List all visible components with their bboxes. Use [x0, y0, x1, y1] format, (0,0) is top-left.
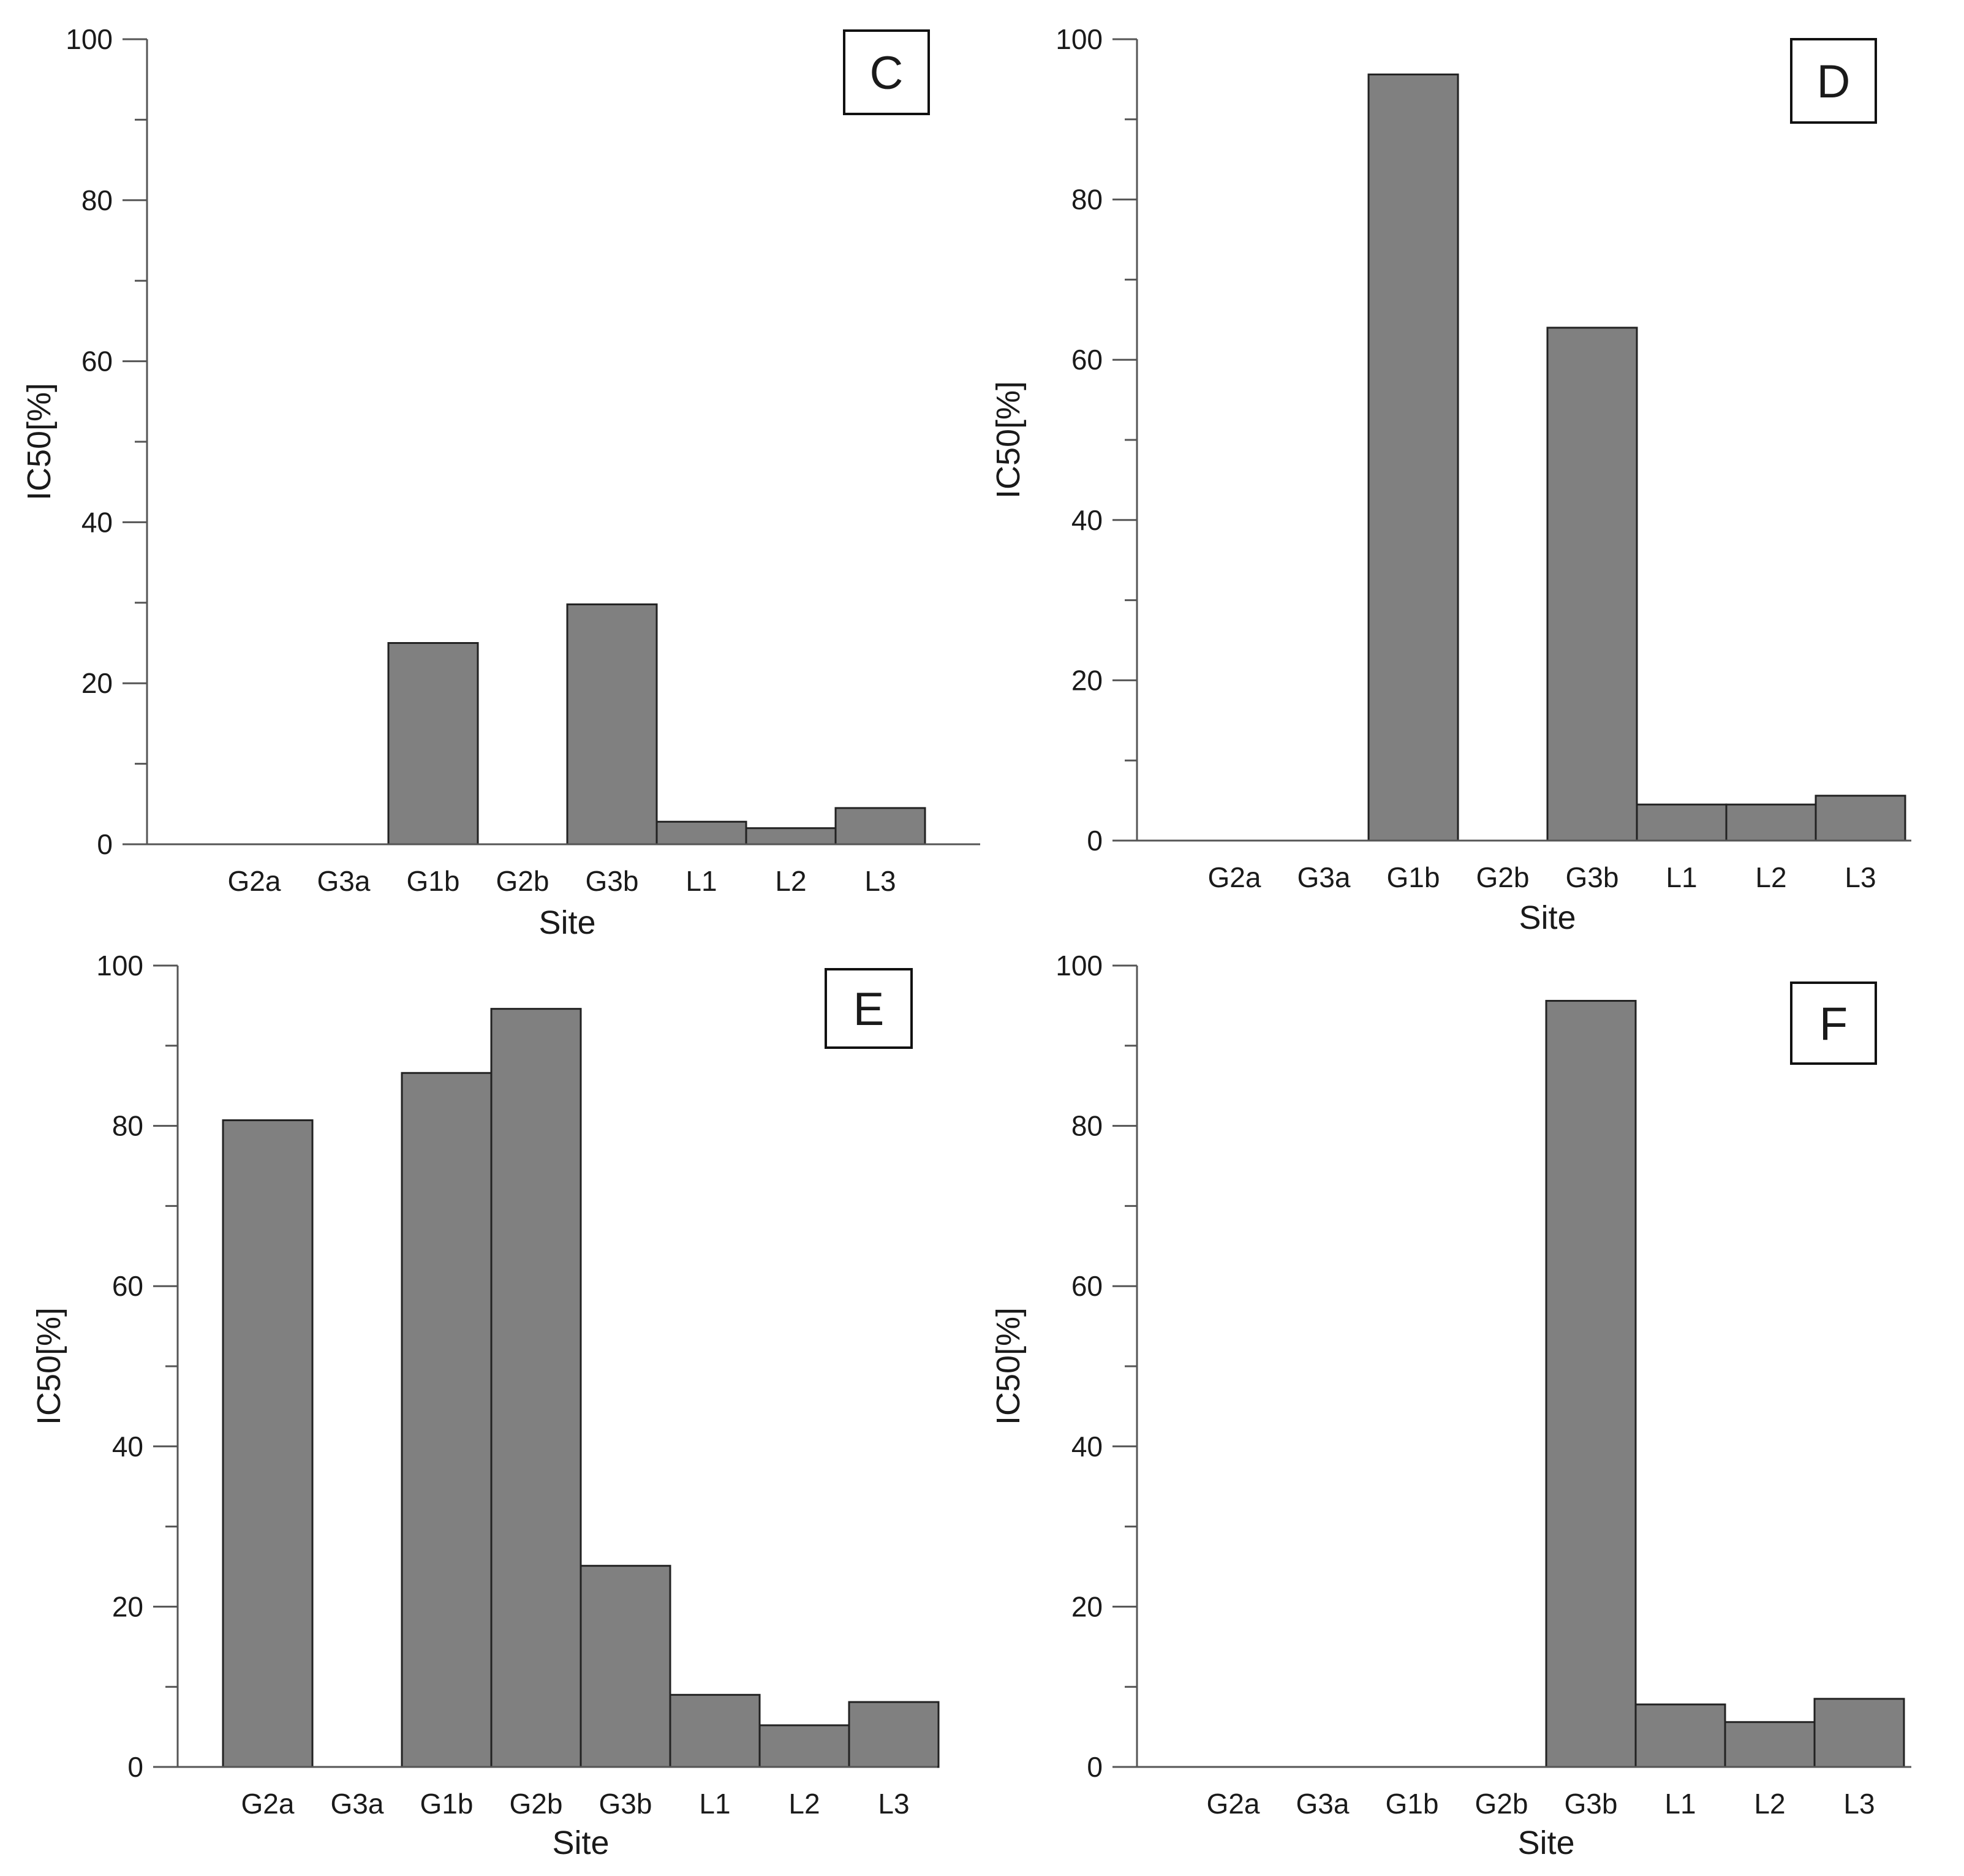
x-tick-label: L3	[864, 865, 896, 897]
y-tick-label: 40	[1071, 504, 1103, 536]
x-tick-label: G3a	[1296, 1788, 1350, 1820]
panel-label: C	[870, 47, 904, 99]
x-tick-label: L2	[1755, 861, 1786, 893]
bar-l2	[1724, 1721, 1816, 1768]
bar-g2b	[490, 1008, 582, 1768]
y-axis-label: IC50[%]	[990, 1307, 1027, 1425]
y-tick-label: 0	[127, 1751, 143, 1783]
x-tick-label: L2	[788, 1788, 820, 1820]
y-tick-label: 80	[81, 184, 113, 216]
bar-l1	[1636, 803, 1728, 842]
bar-l3	[1815, 795, 1906, 842]
y-tick-label: 0	[1087, 1751, 1103, 1783]
bar-g1b	[387, 642, 479, 845]
bar-l2	[745, 827, 837, 845]
x-tick-label: L3	[1843, 1788, 1875, 1820]
bar-l1	[1634, 1703, 1726, 1768]
x-axis-label: Site	[1517, 1825, 1574, 1861]
y-tick-label: 80	[112, 1110, 143, 1142]
x-tick-label: L3	[1845, 861, 1876, 893]
x-tick-label: G2b	[1475, 1788, 1528, 1820]
bar-l3	[1813, 1698, 1905, 1768]
x-axis-label: Site	[538, 904, 595, 941]
y-tick-label: 20	[81, 667, 113, 699]
x-tick-label: L3	[878, 1788, 909, 1820]
x-tick-label: G2a	[228, 865, 281, 897]
y-axis-label: IC50[%]	[21, 383, 58, 501]
x-tick-label: G2b	[1476, 861, 1530, 893]
x-tick-label: G3b	[1565, 1788, 1618, 1820]
panel-f: 0 20 40 60 80 100 G2a G3a G1b G2b G3b L1 L2 L3 Site IC5…	[990, 950, 1911, 1861]
bar-g3b	[566, 603, 658, 845]
x-tick-label: L1	[1664, 1788, 1696, 1820]
panel-label-box	[1790, 38, 1877, 124]
panel-e: 0 20 40 60 80 100 G2a G3a G1b G2b G3b L1 L2 L3 Site IC5…	[31, 950, 940, 1861]
x-tick-label: G1b	[1386, 1788, 1439, 1820]
y-tick-label: 80	[1071, 1110, 1103, 1142]
y-tick-label: 60	[1071, 344, 1103, 376]
bar-l3	[834, 807, 926, 845]
y-tick-label: 40	[112, 1431, 143, 1462]
y-tick-label: 100	[66, 23, 113, 55]
y-tick-label: 100	[96, 950, 143, 981]
y-tick-label: 40	[1071, 1431, 1103, 1462]
x-tick-label: G3b	[586, 865, 639, 897]
bar-l3	[848, 1701, 940, 1768]
y-tick-label: 60	[112, 1270, 143, 1302]
bar-g1b	[1367, 74, 1459, 842]
bar-g3b	[1546, 327, 1638, 842]
x-tick-label: G2a	[241, 1788, 295, 1820]
panel-d: 0 20 40 60 80 100 G2a G3a G1b G2b G3b L1 L2 L3 Site IC5…	[990, 23, 1911, 936]
y-tick-label: 60	[1071, 1270, 1103, 1302]
panel-label: F	[1819, 998, 1848, 1050]
bar-l1	[655, 820, 747, 845]
x-tick-label: G3b	[1566, 861, 1619, 893]
x-tick-label: G2a	[1207, 1788, 1260, 1820]
y-tick-label: 60	[81, 346, 113, 377]
bar-l2	[758, 1724, 850, 1768]
y-tick-label: 20	[1071, 1590, 1103, 1622]
bar-g1b	[401, 1072, 493, 1768]
panel-label: D	[1817, 56, 1851, 108]
x-tick-label: L2	[1754, 1788, 1785, 1820]
y-tick-label: 80	[1071, 184, 1103, 216]
bar-g3b	[580, 1565, 671, 1768]
bar-l2	[1725, 803, 1817, 842]
y-axis-label: IC50[%]	[990, 381, 1027, 499]
x-tick-label: L2	[775, 865, 806, 897]
x-tick-label: G1b	[1387, 861, 1440, 893]
y-tick-label: 0	[97, 828, 113, 860]
panel-label-box	[825, 968, 913, 1049]
x-tick-label: G3b	[599, 1788, 652, 1820]
x-tick-label: G3a	[331, 1788, 384, 1820]
bar-g2a	[222, 1119, 314, 1768]
y-tick-label: 20	[112, 1590, 143, 1622]
x-tick-label: G2a	[1208, 861, 1261, 893]
x-tick-label: G1b	[420, 1788, 474, 1820]
panel-c: 0 20 40 60 80 100 G2a G3a G1b G2b G3b L1 L2 L3 Site IC5…	[21, 23, 980, 941]
y-tick-label: 100	[1056, 950, 1103, 981]
x-tick-label: G2b	[510, 1788, 563, 1820]
y-tick-label: 100	[1056, 23, 1103, 55]
x-tick-label: L1	[1666, 861, 1697, 893]
x-tick-label: L1	[699, 1788, 730, 1820]
y-tick-label: 40	[81, 506, 113, 538]
x-axis-label: Site	[1519, 899, 1576, 936]
panel-label-box	[1790, 981, 1877, 1065]
bar-g3b	[1545, 1000, 1637, 1768]
panel-label-box	[843, 29, 930, 115]
panel-label: E	[853, 983, 885, 1035]
x-tick-label: L1	[686, 865, 717, 897]
y-tick-label: 20	[1071, 664, 1103, 696]
x-tick-label: G1b	[407, 865, 460, 897]
x-axis-label: Site	[552, 1825, 609, 1861]
bar-l1	[669, 1693, 761, 1768]
y-axis-label: IC50[%]	[31, 1307, 67, 1425]
x-tick-label: G2b	[496, 865, 550, 897]
x-tick-label: G3a	[317, 865, 371, 897]
x-tick-label: G3a	[1297, 861, 1351, 893]
y-tick-label: 0	[1087, 825, 1103, 857]
